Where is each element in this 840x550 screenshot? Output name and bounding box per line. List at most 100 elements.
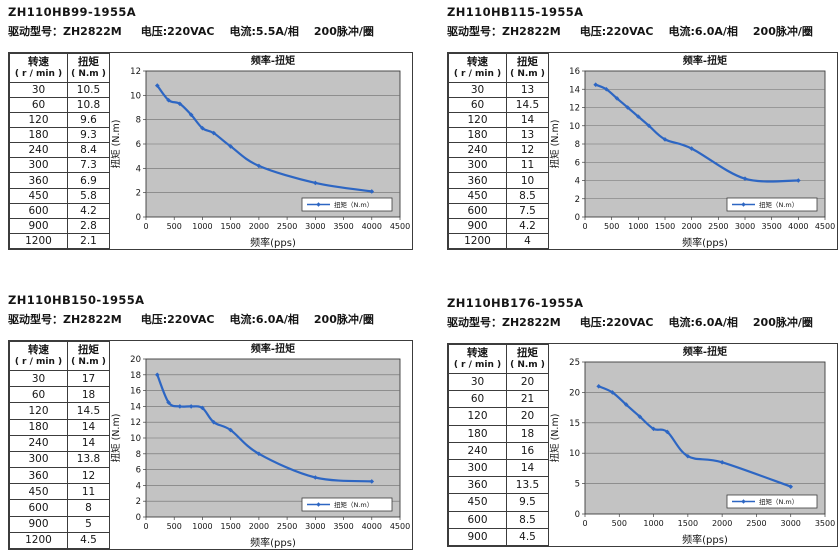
legend-box bbox=[301, 197, 393, 212]
speed-value: 1200 bbox=[9, 531, 68, 550]
torque-value: 10.8 bbox=[67, 97, 110, 114]
torque-value: 18 bbox=[67, 386, 110, 404]
y-tick-label: 0 bbox=[136, 513, 141, 523]
y-tick-label: 4 bbox=[136, 164, 141, 174]
y-tick-label: 5 bbox=[575, 480, 580, 490]
data-box: 转速 ( r / min ) 扭矩 ( N.m ) 30 13 60 14.5 120 1… bbox=[447, 52, 838, 250]
speed-value: 360 bbox=[9, 172, 68, 189]
current-spec: 电流:6.0A/相 bbox=[229, 313, 299, 326]
pulses-spec: 200脉冲/圈 bbox=[313, 313, 374, 326]
torque-value: 14 bbox=[67, 434, 110, 452]
y-axis-title: 扭矩 (N.m) bbox=[549, 414, 561, 463]
torque-value: 20 bbox=[506, 407, 549, 426]
x-tick-label: 3000 bbox=[781, 519, 801, 528]
table-row: 600 8 bbox=[9, 499, 110, 517]
y-tick-label: 12 bbox=[130, 67, 141, 77]
x-tick-label: 2500 bbox=[746, 519, 766, 528]
legend: 扭矩（N.m） bbox=[301, 197, 393, 212]
x-tick-label: 500 bbox=[604, 222, 619, 231]
header-unit: ( r / min ) bbox=[453, 360, 502, 371]
header-unit: ( N.m ) bbox=[510, 69, 545, 80]
series-line bbox=[156, 373, 373, 483]
x-tick-label: 1000 bbox=[643, 519, 663, 528]
speed-value: 180 bbox=[9, 418, 68, 436]
table-row: 600 4.2 bbox=[9, 202, 110, 219]
voltage-spec: 电压:220VAC bbox=[579, 25, 654, 38]
x-tick-label: 3500 bbox=[815, 519, 835, 528]
speed-value: 600 bbox=[9, 202, 68, 219]
x-tick-label: 1000 bbox=[192, 522, 212, 531]
speed-value: 900 bbox=[448, 527, 507, 547]
x-tick-label: 0 bbox=[582, 519, 587, 528]
torque-value: 10.5 bbox=[67, 81, 110, 99]
data-point-marker bbox=[369, 189, 375, 194]
data-point-marker bbox=[623, 402, 629, 407]
x-tick-label: 1000 bbox=[192, 222, 212, 231]
table-row: 900 2.8 bbox=[9, 217, 110, 234]
y-tick-label: 2 bbox=[575, 195, 580, 205]
speed-value: 360 bbox=[9, 467, 68, 485]
x-tick-label: 2000 bbox=[249, 222, 269, 231]
data-point-marker bbox=[313, 180, 318, 186]
torque-value: 13 bbox=[506, 127, 549, 144]
legend-marker bbox=[316, 502, 321, 507]
speed-torque-table: 转速 ( r / min ) 扭矩 ( N.m ) 30 17 60 18 120 14.… bbox=[9, 341, 110, 550]
data-point-marker bbox=[796, 178, 801, 183]
y-tick-label: 6 bbox=[136, 466, 141, 476]
spec-line: 驱动型号：ZH2822M 电压:220VAC 电流:6.0A/相 200脉冲/圈 bbox=[447, 314, 838, 330]
table-row: 30 13 bbox=[448, 81, 549, 99]
legend-marker bbox=[741, 499, 746, 504]
torque-value: 14 bbox=[506, 112, 549, 129]
x-tick-label: 2000 bbox=[681, 222, 701, 231]
header-label: 扭矩 bbox=[517, 347, 538, 360]
data-point-marker bbox=[651, 426, 656, 432]
header-unit: ( N.m ) bbox=[71, 69, 106, 80]
speed-header: 转速 ( r / min ) bbox=[448, 344, 507, 374]
x-tick-label: 3000 bbox=[305, 222, 325, 231]
chart-title: 频率-扭矩 bbox=[683, 54, 727, 67]
y-axis-title: 扭矩 (N.m) bbox=[110, 120, 122, 169]
torque-value: 12 bbox=[506, 142, 549, 159]
table-row: 120 20 bbox=[448, 407, 549, 426]
speed-value: 300 bbox=[9, 157, 68, 174]
torque-value: 20 bbox=[506, 372, 549, 392]
model-title: ZH110HB99-1955A bbox=[8, 5, 137, 19]
data-point-marker bbox=[664, 429, 670, 435]
y-tick-label: 10 bbox=[130, 434, 141, 444]
table-header-row: 转速 ( r / min ) 扭矩 ( N.m ) bbox=[448, 344, 549, 374]
speed-header: 转速 ( r / min ) bbox=[9, 341, 68, 371]
x-tick-label: 3500 bbox=[333, 522, 353, 531]
panel-zh110hb176: ZH110HB176-1955A 驱动型号：ZH2822M 电压:220VAC … bbox=[447, 296, 838, 547]
chart-title: 频率-扭矩 bbox=[251, 54, 295, 67]
data-point-marker bbox=[604, 86, 609, 92]
legend-label: 扭矩（N.m） bbox=[759, 200, 798, 209]
x-axis-title: 频率(pps) bbox=[682, 533, 728, 546]
y-tick-label: 8 bbox=[575, 140, 580, 150]
plot-area bbox=[584, 361, 826, 515]
data-point-marker bbox=[256, 163, 262, 169]
speed-value: 450 bbox=[448, 187, 507, 204]
table-row: 450 8.5 bbox=[448, 187, 549, 204]
speed-value: 120 bbox=[9, 402, 68, 420]
speed-value: 240 bbox=[9, 434, 68, 452]
torque-value: 10 bbox=[506, 172, 549, 189]
x-tick-label: 4000 bbox=[362, 522, 382, 531]
x-tick-label: 500 bbox=[167, 222, 182, 231]
chart-title: 频率-扭矩 bbox=[683, 345, 727, 358]
table-row: 30 10.5 bbox=[9, 81, 110, 99]
torque-value: 4 bbox=[506, 232, 549, 250]
table-row: 900 4.5 bbox=[448, 527, 549, 547]
torque-value: 7.3 bbox=[67, 157, 110, 174]
legend: 扭矩（N.m） bbox=[301, 497, 393, 512]
y-tick-label: 16 bbox=[569, 67, 580, 77]
x-tick-label: 3000 bbox=[305, 522, 325, 531]
table-header-row: 转速 ( r / min ) 扭矩 ( N.m ) bbox=[448, 53, 549, 83]
torque-value: 14 bbox=[506, 458, 549, 478]
speed-value: 900 bbox=[9, 515, 68, 533]
table-row: 900 5 bbox=[9, 515, 110, 533]
table-row: 180 9.3 bbox=[9, 127, 110, 144]
torque-value: 14 bbox=[67, 418, 110, 436]
data-point-marker bbox=[256, 451, 262, 457]
speed-value: 60 bbox=[448, 97, 507, 114]
x-axis-title: 频率(pps) bbox=[250, 236, 296, 249]
